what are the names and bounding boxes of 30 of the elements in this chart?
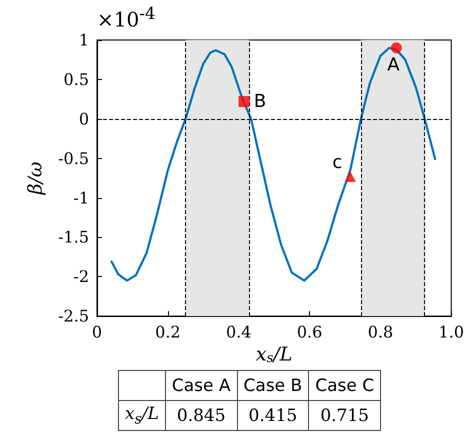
point: [390, 42, 402, 54]
y-tick-label: -0.5: [58, 148, 89, 168]
y-tick-label: -1: [73, 188, 89, 208]
x-tick-label: 0.2: [155, 322, 181, 342]
annotation: A: [387, 54, 400, 76]
annotation: B: [254, 91, 266, 112]
x-tick-label: 0: [92, 322, 102, 342]
text: 0.845: [165, 400, 238, 431]
x-tick-label: 0.4: [226, 322, 252, 342]
point: [344, 170, 356, 182]
x-axis-title: xs/L: [256, 344, 292, 366]
y-axis-title: β/ω: [24, 162, 46, 196]
text: x$_{s}$/L: [125, 404, 159, 428]
y-tick-label: 0.5: [64, 70, 89, 89]
y-tick-label: -2: [73, 267, 89, 286]
x-tick-label: 0.6: [296, 322, 322, 342]
text: Case B: [237, 370, 309, 400]
y-tick-label: 0: [78, 109, 89, 128]
text: 0.715: [308, 400, 381, 431]
x-tick-label: 1.0: [438, 322, 464, 342]
point: [238, 96, 250, 108]
y-tick-label: -2.5: [58, 306, 89, 326]
text: Case A: [165, 370, 238, 400]
text: 0.415: [237, 400, 309, 431]
text: Case C: [308, 370, 381, 400]
y-tick-label: -1.5: [58, 228, 89, 247]
x-tick-label: 0.8: [368, 322, 394, 342]
text: ×10$^{-4}$: [97, 4, 156, 32]
y-tick-label: 1: [78, 30, 89, 50]
annotation: c: [332, 152, 342, 173]
